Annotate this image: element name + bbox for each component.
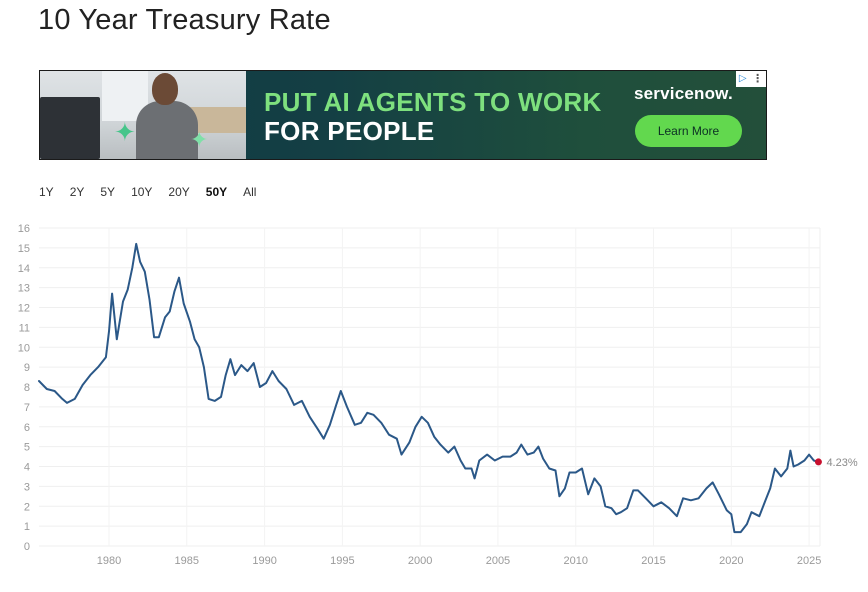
- range-tabs: 1Y 2Y 5Y 10Y 20Y 50Y All: [39, 185, 272, 199]
- y-tick-label: 9: [24, 362, 30, 374]
- ad-photo: ✦ ✦: [40, 71, 246, 159]
- x-tick-label: 1980: [97, 555, 121, 567]
- grid-layer: [39, 227, 821, 547]
- range-tab-2y[interactable]: 2Y: [69, 185, 85, 199]
- x-tick-label: 2025: [797, 555, 821, 567]
- person-body-shape: [136, 101, 198, 159]
- range-tab-1y[interactable]: 1Y: [39, 185, 54, 199]
- y-tick-label: 10: [18, 342, 30, 354]
- range-tab-all[interactable]: All: [243, 185, 257, 199]
- y-tick-label: 6: [24, 422, 30, 434]
- more-vertical-icon[interactable]: ⋮: [752, 72, 764, 85]
- latest-value-label: 4.23%: [826, 457, 857, 469]
- range-tab-5y[interactable]: 5Y: [100, 185, 116, 199]
- y-tick-label: 0: [24, 541, 30, 553]
- x-tick-label: 2000: [408, 555, 432, 567]
- ad-choices-icon[interactable]: ▷: [738, 73, 747, 84]
- x-tick-label: 2020: [719, 555, 743, 567]
- x-tick-label: 1990: [252, 555, 276, 567]
- y-tick-label: 4: [24, 462, 30, 474]
- ad-choices-badge[interactable]: ▷ ⋮: [736, 71, 766, 87]
- x-tick-label: 1995: [330, 555, 354, 567]
- learn-more-button[interactable]: Learn More: [635, 115, 742, 147]
- ad-headline-primary: PUT AI AGENTS TO WORK: [264, 87, 602, 117]
- x-tick-label: 2015: [641, 555, 665, 567]
- y-tick-label: 12: [18, 303, 30, 315]
- y-tick-label: 7: [24, 402, 30, 414]
- series-line: [38, 242, 820, 534]
- y-tick-label: 14: [18, 263, 30, 275]
- sparkle-icon: ✦: [114, 117, 136, 147]
- range-tab-10y[interactable]: 10Y: [131, 185, 153, 199]
- y-tick-label: 16: [18, 223, 30, 235]
- latest-value-marker[interactable]: [814, 458, 822, 466]
- x-tick-label: 1985: [175, 555, 199, 567]
- y-tick-label: 8: [24, 382, 30, 394]
- ad-brand-logo: servicenow.: [634, 84, 733, 103]
- desk-shape: [190, 107, 246, 133]
- page-title: 10 Year Treasury Rate: [38, 4, 331, 36]
- y-tick-label: 3: [24, 481, 30, 493]
- person-head-shape: [152, 73, 178, 105]
- range-tab-50y[interactable]: 50Y: [205, 185, 228, 199]
- ad-banner[interactable]: ✦ ✦ PUT AI AGENTS TO WORK FOR PEOPLE ser…: [39, 70, 767, 160]
- x-tick-label: 2010: [564, 555, 588, 567]
- ad-headline-secondary: FOR PEOPLE: [264, 116, 435, 146]
- y-tick-label: 1: [24, 521, 30, 533]
- y-tick-label: 2: [24, 501, 30, 513]
- range-tab-20y[interactable]: 20Y: [168, 185, 190, 199]
- x-tick-label: 2005: [486, 555, 510, 567]
- y-tick-label: 15: [18, 243, 30, 255]
- sparkle-icon: ✦: [190, 127, 209, 152]
- y-tick-label: 13: [18, 283, 30, 295]
- y-tick-label: 5: [24, 442, 30, 454]
- monitor-shape: [40, 97, 100, 159]
- x-axis-ticks: 1980 1985 1990 1995 2000 2005 2010 2015 2020 2025: [97, 555, 822, 567]
- y-tick-label: 11: [19, 322, 30, 334]
